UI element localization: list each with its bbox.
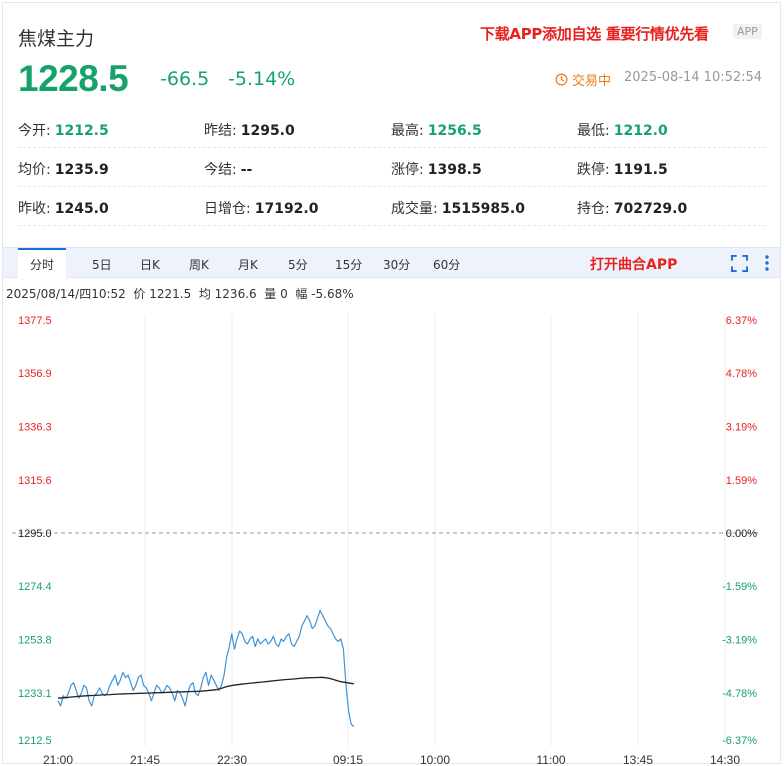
x-tick-label: 21:00 bbox=[43, 753, 73, 766]
y-tick-label-right: -3.19% bbox=[722, 634, 757, 646]
chart-tab[interactable]: 月K bbox=[238, 258, 258, 272]
x-tick-label: 11:00 bbox=[536, 753, 565, 766]
clock-icon bbox=[555, 73, 568, 86]
y-tick-label-left: 1295.0 bbox=[18, 528, 52, 540]
stat-value: 702729.0 bbox=[613, 201, 688, 217]
trading-status-label: 交易中 bbox=[572, 74, 612, 89]
stat-value: 1191.5 bbox=[613, 162, 668, 178]
stat-item: 跌停: 1191.5 bbox=[577, 159, 668, 179]
y-tick-label-left: 1315.6 bbox=[18, 475, 52, 487]
stat-value: 1515985.0 bbox=[441, 201, 525, 217]
stat-value: 17192.0 bbox=[254, 201, 319, 217]
stat-item: 今开: 1212.5 bbox=[18, 120, 109, 140]
chart-tab[interactable]: 30分 bbox=[383, 258, 411, 272]
stat-label: 涨停: bbox=[391, 162, 424, 178]
stat-item: 日增仓: 17192.0 bbox=[204, 198, 318, 218]
chart-tab[interactable]: 5日 bbox=[92, 258, 112, 272]
stat-item: 最高: 1256.5 bbox=[391, 120, 482, 140]
stat-value: 1398.5 bbox=[427, 162, 482, 178]
stat-label: 今结: bbox=[204, 162, 237, 178]
price-change-percent: -5.14% bbox=[228, 68, 296, 90]
x-tick-label: 13:45 bbox=[623, 753, 653, 766]
stat-label: 跌停: bbox=[577, 162, 610, 178]
stat-item: 持仓: 702729.0 bbox=[577, 198, 687, 218]
stat-item: 最低: 1212.0 bbox=[577, 120, 668, 140]
stat-item: 今结: -- bbox=[204, 159, 252, 179]
y-tick-label-right: 3.19% bbox=[726, 421, 757, 433]
stats-row: 今开: 1212.5 昨结: 1295.0 最高: 1256.5 最低: 1212.0 bbox=[18, 109, 766, 148]
stat-label: 日增仓: bbox=[204, 201, 251, 217]
stat-label: 最低: bbox=[577, 123, 610, 139]
stat-value: 1235.9 bbox=[54, 162, 109, 178]
stat-item: 成交量: 1515985.0 bbox=[391, 198, 525, 218]
trading-status: 交易中 bbox=[555, 70, 611, 89]
x-tick-label: 22:30 bbox=[217, 753, 247, 766]
chart-tab[interactable]: 日K bbox=[140, 258, 160, 272]
chart-toolbar: 分时 5日 日K 周K 月K 5分 15分 30分 60分 打开曲合APP bbox=[3, 247, 780, 278]
chart-tab[interactable]: 周K bbox=[189, 258, 209, 272]
stat-label: 昨结: bbox=[204, 123, 237, 139]
x-tick-label: 09:15 bbox=[333, 753, 363, 766]
download-app-promo[interactable]: 下载APP添加自选 重要行情优先看 bbox=[480, 25, 709, 43]
y-tick-label-right: -4.78% bbox=[722, 688, 757, 700]
crosshair-info-bar: 2025/08/14/四10:52 价 1221.5 均 1236.6 量 0 … bbox=[6, 287, 354, 301]
stat-value: 1245.0 bbox=[54, 201, 109, 217]
x-tick-label: 14:30 bbox=[710, 753, 740, 766]
stat-value: 1295.0 bbox=[240, 123, 295, 139]
chart-tab[interactable]: 15分 bbox=[335, 258, 363, 272]
x-tick-label: 21:45 bbox=[130, 753, 160, 766]
average-price-line bbox=[57, 676, 354, 699]
stats-row: 昨收: 1245.0 日增仓: 17192.0 成交量: 1515985.0 持仓: 7027… bbox=[18, 187, 766, 226]
stat-label: 持仓: bbox=[577, 201, 610, 217]
y-tick-label-left: 1336.3 bbox=[18, 421, 52, 433]
y-tick-label-left: 1212.5 bbox=[18, 735, 52, 747]
stat-label: 均价: bbox=[18, 162, 51, 178]
y-tick-label-right: -1.59% bbox=[722, 581, 757, 593]
y-tick-label-right: 1.59% bbox=[726, 475, 757, 487]
y-tick-label-right: 4.78% bbox=[726, 368, 757, 380]
y-tick-label-left: 1377.5 bbox=[18, 315, 52, 327]
y-tick-label-right: 0.00% bbox=[726, 528, 757, 540]
quote-header: 焦煤主力 下载APP添加自选 重要行情优先看 APP 1228.5 -66.5 … bbox=[0, 0, 784, 238]
stat-label: 今开: bbox=[18, 123, 51, 139]
y-tick-label-right: -6.37% bbox=[722, 735, 757, 747]
chart-tab[interactable]: 分时 bbox=[18, 248, 67, 278]
price-change: -66.5 bbox=[160, 68, 210, 90]
stat-item: 昨收: 1245.0 bbox=[18, 198, 109, 218]
price-series-line bbox=[57, 609, 355, 728]
stat-label: 昨收: bbox=[18, 201, 51, 217]
stat-item: 昨结: 1295.0 bbox=[204, 120, 295, 140]
stat-label: 最高: bbox=[391, 123, 424, 139]
stat-value: 1212.5 bbox=[54, 123, 109, 139]
stats-row: 均价: 1235.9 今结: -- 涨停: 1398.5 跌停: 1191.5 bbox=[18, 148, 766, 187]
quote-timestamp: 2025-08-14 10:52:54 bbox=[624, 70, 763, 85]
chart-tab[interactable]: 5分 bbox=[288, 258, 308, 272]
fullscreen-icon[interactable] bbox=[731, 255, 748, 272]
stat-item: 涨停: 1398.5 bbox=[391, 159, 482, 179]
stat-value: 1212.0 bbox=[613, 123, 668, 139]
stat-item: 均价: 1235.9 bbox=[18, 159, 109, 179]
stat-value: -- bbox=[240, 162, 253, 178]
y-tick-label-left: 1356.9 bbox=[18, 368, 52, 380]
chart-tab[interactable]: 60分 bbox=[433, 258, 461, 272]
x-tick-label: 10:00 bbox=[420, 753, 450, 766]
more-options-icon[interactable] bbox=[762, 254, 772, 272]
stat-label: 成交量: bbox=[391, 201, 438, 217]
last-price: 1228.5 bbox=[18, 58, 129, 99]
app-badge[interactable]: APP bbox=[733, 24, 762, 39]
y-tick-label-left: 1253.8 bbox=[18, 634, 52, 646]
instrument-title: 焦煤主力 bbox=[18, 28, 95, 50]
y-tick-label-right: 6.37% bbox=[726, 315, 757, 327]
open-app-link[interactable]: 打开曲合APP bbox=[590, 257, 678, 273]
stat-value: 1256.5 bbox=[427, 123, 482, 139]
y-tick-label-left: 1233.1 bbox=[18, 688, 52, 700]
y-tick-label-left: 1274.4 bbox=[18, 581, 52, 593]
